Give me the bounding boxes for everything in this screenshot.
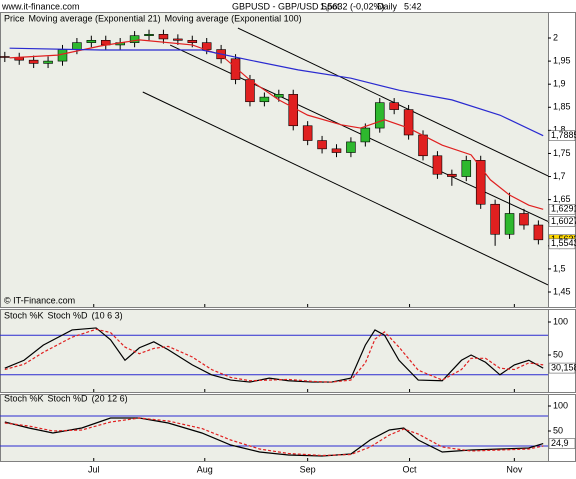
- candle-body: [447, 173, 457, 177]
- footnote: © IT-Finance.com: [4, 295, 75, 305]
- trendline: [237, 27, 548, 177]
- series-line: [4, 417, 544, 457]
- candle-body: [533, 224, 544, 241]
- panel: [0, 12, 549, 308]
- axis-marker: [548, 238, 576, 250]
- quote: 1,5632 (-0,02%): [320, 1, 385, 11]
- axis-marker-label: 24,9: [551, 438, 569, 448]
- candle-body: [302, 125, 313, 141]
- candle-body: [28, 59, 39, 64]
- candle-body: [389, 102, 399, 110]
- candle-body: [288, 94, 298, 127]
- y-tick-label: 50: [553, 349, 563, 359]
- axis-marker: [548, 203, 576, 215]
- candle-body: [274, 94, 284, 98]
- candle-body: [346, 141, 356, 153]
- y-tick-label: 1,5: [553, 263, 566, 273]
- y-tick-label: 1,75: [553, 148, 571, 158]
- y-tick-label: 1,85: [553, 102, 571, 112]
- candle-body: [403, 109, 414, 136]
- site-name: www.it-finance.com: [1, 1, 80, 11]
- candle-body: [0, 56, 10, 58]
- candle-body: [173, 38, 183, 41]
- x-tick-label: Sep: [300, 464, 316, 474]
- y-tick-label: 100: [553, 316, 568, 326]
- series-line: [4, 327, 544, 383]
- x-tick-label: Nov: [506, 464, 523, 474]
- candle-body: [72, 42, 82, 50]
- candle-body: [43, 60, 53, 64]
- candle-body: [86, 40, 97, 43]
- axis-marker-label: 1,5543: [551, 238, 576, 248]
- plot-area: [0, 327, 548, 383]
- y-tick-label: 1,8: [553, 125, 566, 135]
- candle-body: [230, 58, 241, 80]
- legend-entry: Stoch %K: [4, 393, 44, 403]
- candle-body: [129, 35, 140, 43]
- candle-body: [504, 213, 515, 235]
- period: Daily: [377, 1, 398, 11]
- indicator-params: (10 6 3): [92, 310, 123, 320]
- axis-marker: [548, 216, 576, 227]
- candle-body: [418, 134, 428, 157]
- trendline: [142, 91, 548, 286]
- axis-marker: [548, 130, 576, 141]
- axis-panel: [548, 394, 576, 462]
- candle-body: [331, 148, 342, 153]
- candle-body: [187, 40, 198, 43]
- axis-marker-label: 1,6291: [551, 204, 576, 214]
- candle-body: [360, 127, 371, 143]
- x-tick-label: Oct: [403, 464, 418, 474]
- candle-body: [519, 213, 529, 226]
- plot-area: [0, 415, 548, 457]
- axis-marker: [548, 362, 576, 374]
- candle-body: [461, 160, 472, 177]
- y-tick-label: 2: [553, 32, 558, 42]
- candle-body: [475, 160, 486, 205]
- axis-marker-label: 30,158: [551, 362, 576, 372]
- y-tick-label: 50: [553, 425, 563, 435]
- candle-body: [317, 140, 327, 150]
- y-tick-label: 1,7: [553, 171, 566, 181]
- series-line: [4, 417, 544, 457]
- panel-label: Price: [4, 13, 25, 23]
- time: 5:42: [404, 1, 422, 11]
- series-line: [4, 328, 544, 383]
- axis-marker-label: 1,7885: [551, 130, 576, 140]
- candle-body: [144, 34, 154, 37]
- legend-entry: Moving average (Exponential 100): [165, 13, 302, 23]
- plot-area: [0, 27, 548, 286]
- x-tick-label: Aug: [197, 464, 213, 474]
- candle-body: [374, 102, 385, 129]
- y-tick-label: 1,65: [553, 194, 571, 204]
- axis-marker-label: 1,6027: [551, 216, 576, 226]
- instrument-title: GBPUSD - GBP/USD Spot: [232, 1, 340, 11]
- y-tick-label: 1,45: [553, 286, 571, 296]
- y-tick-label: 1,95: [553, 55, 571, 65]
- series-line: [9, 39, 544, 210]
- indicator-params: (20 12 6): [92, 393, 128, 403]
- legend-entry: Stoch %D: [48, 393, 89, 403]
- candle-body: [490, 203, 500, 235]
- legend-entry: Moving average (Exponential 21): [29, 13, 161, 23]
- candle-body: [432, 155, 443, 175]
- legend-entry: Stoch %D: [48, 310, 89, 320]
- candle-body: [158, 34, 169, 40]
- axis-marker: [548, 438, 576, 449]
- y-tick-label: 100: [553, 400, 568, 410]
- legend-entry: Stoch %K: [4, 310, 44, 320]
- series-line: [9, 47, 544, 137]
- candle-body: [259, 96, 270, 103]
- y-tick-label: 1,9: [553, 79, 566, 89]
- axis-panel: [548, 309, 576, 393]
- x-tick-label: Jul: [88, 464, 100, 474]
